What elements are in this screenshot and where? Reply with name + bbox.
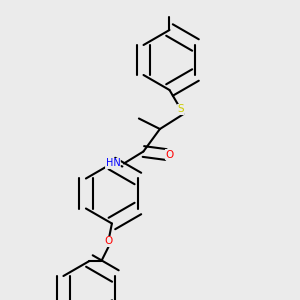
Text: HN: HN <box>106 158 120 169</box>
Text: S: S <box>178 104 184 115</box>
Text: O: O <box>105 236 113 247</box>
Text: O: O <box>165 149 174 160</box>
